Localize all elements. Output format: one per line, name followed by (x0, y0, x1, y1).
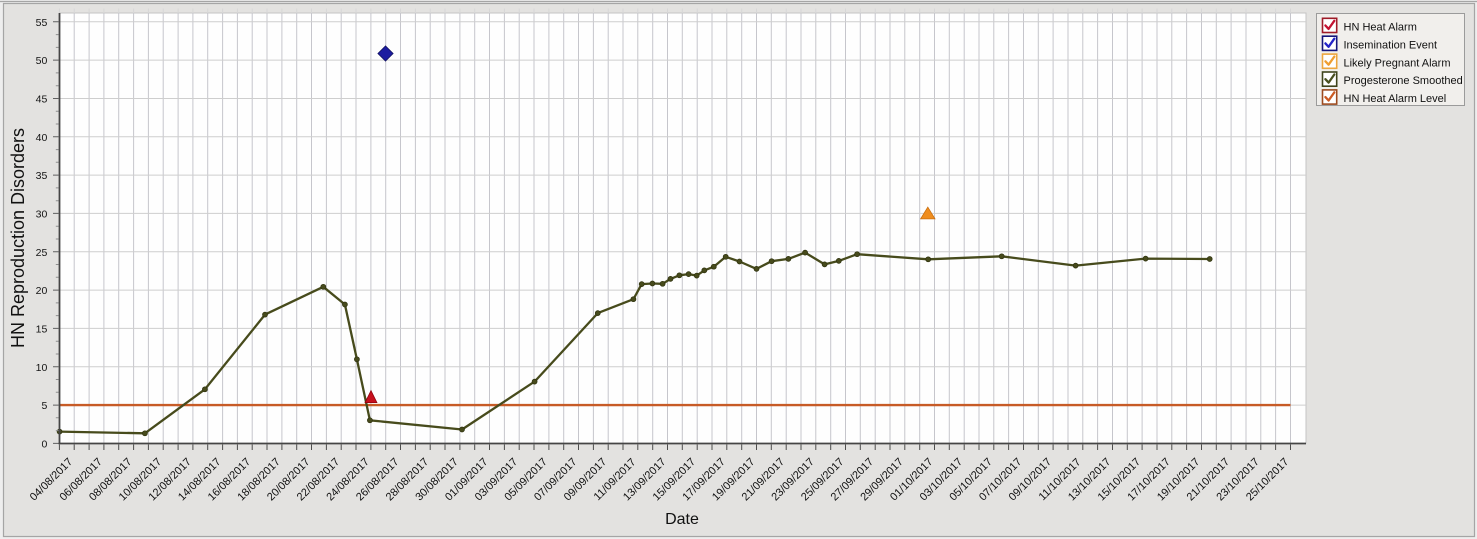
svg-text:30: 30 (36, 208, 48, 220)
svg-text:20: 20 (36, 285, 48, 297)
svg-text:5: 5 (41, 400, 47, 412)
svg-text:HN Heat Alarm: HN Heat Alarm (1344, 22, 1417, 34)
svg-text:25: 25 (36, 247, 48, 259)
svg-text:50: 50 (36, 55, 48, 67)
svg-text:10: 10 (36, 362, 48, 374)
svg-text:55: 55 (36, 17, 48, 29)
svg-text:Insemination Event: Insemination Event (1344, 39, 1438, 51)
svg-text:HN Reproduction Disorders: HN Reproduction Disorders (8, 128, 28, 348)
svg-text:0: 0 (41, 438, 47, 450)
svg-text:HN Heat Alarm Level: HN Heat Alarm Level (1344, 93, 1447, 105)
svg-text:Progesterone Smoothed: Progesterone Smoothed (1344, 75, 1463, 87)
svg-text:35: 35 (36, 170, 48, 182)
svg-text:Likely Pregnant Alarm: Likely Pregnant Alarm (1344, 57, 1451, 69)
svg-text:15: 15 (36, 323, 48, 335)
svg-text:Date: Date (665, 511, 699, 528)
svg-text:40: 40 (36, 132, 48, 144)
svg-text:45: 45 (36, 94, 48, 106)
